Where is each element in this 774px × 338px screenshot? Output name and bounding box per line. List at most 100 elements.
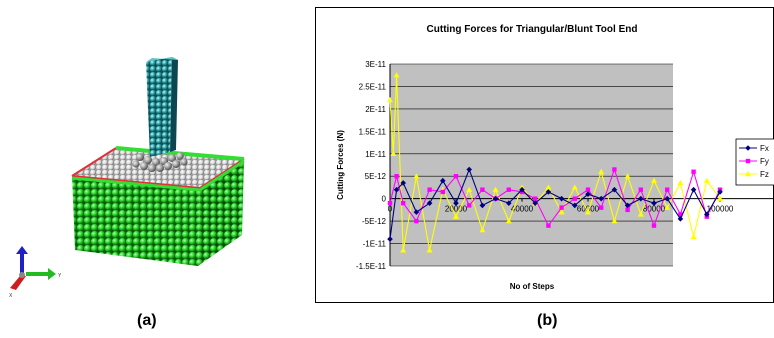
series-fz	[387, 72, 723, 253]
data-point-fy	[572, 196, 577, 201]
data-point-fz	[453, 213, 459, 219]
legend-box	[735, 138, 774, 186]
x-tick-label: 0	[388, 205, 393, 214]
data-point-fy	[691, 169, 696, 174]
data-point-fy	[546, 223, 551, 228]
data-point-fy	[401, 200, 406, 206]
data-point-fz	[426, 247, 433, 253]
data-point-fz	[466, 186, 473, 192]
data-point-fz	[505, 218, 512, 224]
data-point-fy	[665, 187, 670, 192]
data-point-fx	[453, 200, 459, 206]
data-point-fy	[440, 189, 445, 195]
data-point-fy	[651, 223, 657, 228]
y-tick-label: 2E-11	[365, 105, 386, 114]
x-tick-label: 60000	[577, 205, 600, 214]
x-tick-label: 20000	[445, 205, 468, 214]
data-point-fz	[611, 218, 618, 224]
series-fy	[387, 167, 723, 228]
data-point-fx	[690, 186, 697, 193]
legend-marker	[745, 171, 751, 177]
x-tick-label: 100000	[707, 205, 734, 214]
x-tick-label: 120000	[773, 205, 774, 214]
data-point-fy	[559, 205, 564, 210]
data-point-fx	[545, 189, 552, 195]
data-point-fy	[599, 205, 604, 210]
md-simulation-render: Y X	[9, 57, 245, 299]
legend-label-fy: Fy	[760, 157, 769, 166]
data-point-fz	[393, 72, 400, 78]
workpiece-block	[71, 146, 245, 266]
data-point-fx	[598, 195, 604, 202]
plot-area	[390, 64, 673, 266]
data-point-fx	[532, 200, 538, 206]
data-point-fx	[466, 166, 472, 173]
data-point-fy	[387, 200, 393, 206]
y-tick-label: -1E-11	[363, 240, 387, 249]
cutting-forces-chart: Cutting Forces for Triangular/Blunt Tool…	[336, 24, 774, 291]
data-point-fy	[506, 187, 511, 192]
y-tick-label: 1.5E-11	[359, 127, 387, 136]
data-point-fy	[480, 187, 485, 192]
data-point-fx	[572, 202, 578, 209]
data-point-fx	[624, 202, 631, 209]
md-simulation-figure: Y X	[0, 0, 300, 310]
data-point-fx	[704, 211, 710, 218]
data-point-fz	[717, 195, 723, 201]
axis-y-label: Y	[58, 273, 62, 279]
data-point-fz	[624, 173, 631, 179]
data-point-fy	[453, 174, 459, 179]
y-tick-label: 5E-12	[365, 172, 387, 181]
data-point-fx	[611, 186, 618, 193]
cutting-tool	[146, 57, 178, 157]
data-point-fx	[506, 200, 512, 206]
data-point-fx	[400, 180, 406, 186]
data-point-fx	[479, 202, 486, 209]
caption-a: (a)	[137, 312, 157, 329]
data-point-fx	[585, 191, 591, 197]
data-point-fx	[558, 195, 565, 202]
legend-marker	[745, 158, 751, 164]
y-tick-label: 3E-11	[365, 60, 386, 69]
data-point-fx	[677, 216, 684, 222]
data-point-fz	[571, 184, 578, 190]
data-point-fy	[533, 196, 538, 201]
data-point-fx	[387, 236, 393, 242]
x-tick-label: 40000	[511, 205, 534, 214]
data-point-fz	[387, 96, 393, 103]
data-point-fz	[413, 173, 420, 179]
data-point-fz	[677, 179, 684, 186]
data-point-fy	[414, 218, 419, 224]
y-tick-label: -1.5E-11	[356, 262, 387, 271]
data-point-fx	[413, 209, 420, 215]
data-point-fy	[394, 174, 399, 179]
y-tick-label: -5E-12	[362, 217, 387, 226]
axis-x-label: X	[9, 293, 13, 299]
caption-b: (b)	[537, 312, 558, 329]
x-tick-label: 80000	[643, 205, 666, 214]
data-point-fz	[651, 177, 657, 183]
data-point-fy	[638, 187, 643, 192]
axes-triad: Y X	[9, 246, 62, 299]
data-point-fy	[678, 212, 683, 217]
data-point-fz	[390, 150, 397, 156]
chip-atoms	[132, 152, 188, 172]
legend-label-fx: Fx	[760, 144, 769, 153]
data-point-fy	[612, 167, 617, 172]
data-point-fz	[598, 168, 605, 174]
x-axis-label: No of Steps	[510, 282, 555, 291]
data-point-fz	[703, 177, 710, 183]
data-point-fz	[637, 211, 644, 217]
data-point-fz	[492, 186, 499, 192]
data-point-fx	[664, 195, 670, 202]
data-point-fz	[479, 227, 486, 233]
data-point-fz	[664, 204, 671, 210]
data-point-fx	[492, 195, 499, 202]
data-point-fy	[585, 187, 591, 192]
series-line-fz	[389, 75, 721, 251]
chart-title: Cutting Forces for Triangular/Blunt Tool…	[427, 24, 638, 35]
chart-frame: Cutting Forces for Triangular/Blunt Tool…	[315, 7, 774, 303]
data-point-fy	[427, 187, 432, 192]
data-point-fz	[585, 209, 591, 215]
data-point-fz	[558, 209, 565, 215]
